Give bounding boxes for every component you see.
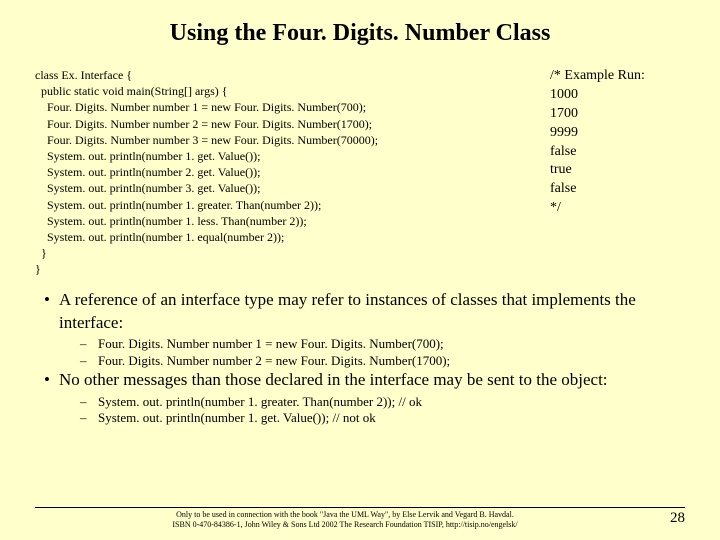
code-line: Four. Digits. Number number 3 = new Four… [35,132,540,148]
sub-text: Four. Digits. Number number 1 = new Four… [98,336,444,353]
sub-bullet: – System. out. println(number 1. get. Va… [80,410,685,427]
bullet-text: A reference of an interface type may ref… [59,289,685,333]
code-row: class Ex. Interface { public static void… [35,67,685,277]
bullet-text: No other messages than those declared in… [59,369,685,391]
footer: Only to be used in connection with the b… [35,507,685,530]
sub-bullet: – Four. Digits. Number number 1 = new Fo… [80,336,685,353]
footer-line: Only to be used in connection with the b… [35,510,655,520]
bullet-mark: • [35,369,59,391]
bullet-mark: • [35,289,59,311]
code-line: Four. Digits. Number number 1 = new Four… [35,99,540,115]
sub-text: Four. Digits. Number number 2 = new Four… [98,353,450,370]
run-line: false [550,143,685,162]
code-line: Four. Digits. Number number 2 = new Four… [35,116,540,132]
bullet-list: • A reference of an interface type may r… [35,289,685,427]
code-line: System. out. println(number 1. equal(num… [35,229,540,245]
run-line: true [550,161,685,180]
run-line: */ [550,199,685,218]
example-run: /* Example Run: 1000 1700 9999 false tru… [550,67,685,277]
code-line: System. out. println(number 2. get. Valu… [35,164,540,180]
run-line: /* Example Run: [550,67,685,86]
sub-bullet: – System. out. println(number 1. greater… [80,394,685,411]
run-line: 1000 [550,86,685,105]
run-line: 9999 [550,124,685,143]
code-line: class Ex. Interface { [35,67,540,83]
sub-mark: – [80,410,98,427]
sub-text: System. out. println(number 1. greater. … [98,394,422,411]
slide: Using the Four. Digits. Number Class cla… [0,0,720,540]
bullet-item: • A reference of an interface type may r… [35,289,685,333]
slide-title: Using the Four. Digits. Number Class [35,20,685,47]
sub-mark: – [80,336,98,353]
sub-bullet: – Four. Digits. Number number 2 = new Fo… [80,353,685,370]
code-block: class Ex. Interface { public static void… [35,67,540,277]
code-line: System. out. println(number 1. greater. … [35,197,540,213]
code-line: } [35,261,540,277]
sub-mark: – [80,394,98,411]
code-line: System. out. println(number 3. get. Valu… [35,180,540,196]
code-line: } [35,245,540,261]
run-line: false [550,180,685,199]
sub-mark: – [80,353,98,370]
bullet-item: • No other messages than those declared … [35,369,685,391]
code-line: System. out. println(number 1. less. Tha… [35,213,540,229]
page-number: 28 [655,510,685,527]
code-line: System. out. println(number 1. get. Valu… [35,148,540,164]
footer-line: ISBN 0-470-84386-1, John Wiley & Sons Lt… [35,520,655,530]
code-line: public static void main(String[] args) { [35,83,540,99]
sub-text: System. out. println(number 1. get. Valu… [98,410,376,427]
footer-text: Only to be used in connection with the b… [35,510,655,530]
run-line: 1700 [550,105,685,124]
